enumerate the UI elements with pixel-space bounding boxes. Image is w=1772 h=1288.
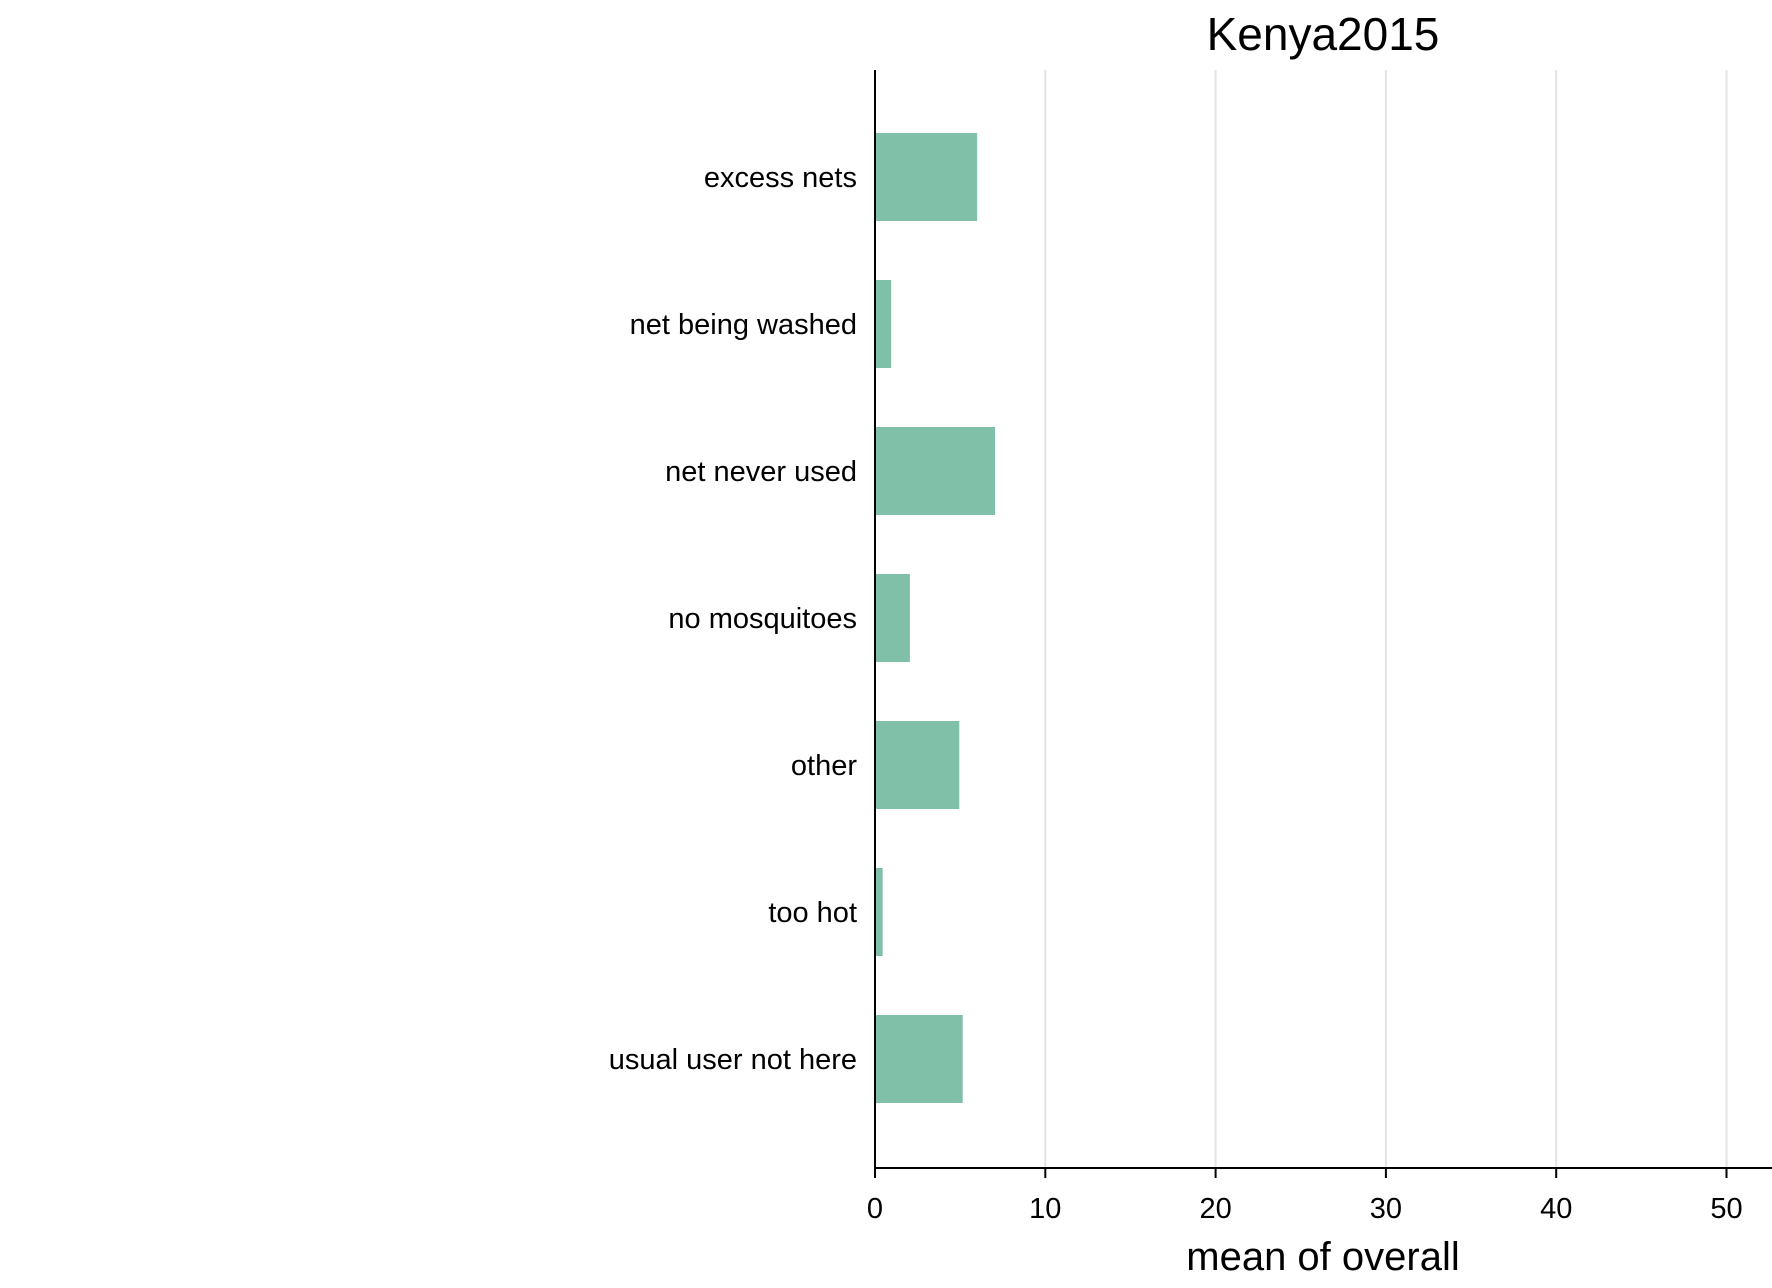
bar <box>875 427 996 515</box>
x-tick-label: 10 <box>1029 1193 1061 1225</box>
chart-title: Kenya2015 <box>1207 8 1440 60</box>
category-labels: excess nets net being washed net never use… <box>609 162 858 1076</box>
bar <box>875 721 960 809</box>
category-label: net never used <box>665 456 857 488</box>
x-axis-ticks: 0 10 20 30 40 50 <box>867 1168 1743 1225</box>
category-label: no mosquitoes <box>668 603 857 635</box>
bar <box>875 868 883 956</box>
bar <box>875 280 892 368</box>
gridlines <box>1044 70 1728 1168</box>
category-label: other <box>791 750 857 782</box>
category-label: too hot <box>768 897 857 929</box>
x-tick-label: 20 <box>1199 1193 1231 1225</box>
x-tick-label: 0 <box>867 1193 883 1225</box>
category-label: net being washed <box>630 309 857 341</box>
category-label: usual user not here <box>609 1044 857 1076</box>
x-tick-label: 30 <box>1370 1193 1402 1225</box>
x-tick-label: 40 <box>1540 1193 1572 1225</box>
bar <box>875 1015 963 1103</box>
bar <box>875 133 978 221</box>
bars <box>875 133 996 1103</box>
x-tick-label: 50 <box>1710 1193 1742 1225</box>
category-label: excess nets <box>704 162 857 194</box>
bar <box>875 574 910 662</box>
x-axis-title: mean of overall <box>1186 1235 1459 1279</box>
